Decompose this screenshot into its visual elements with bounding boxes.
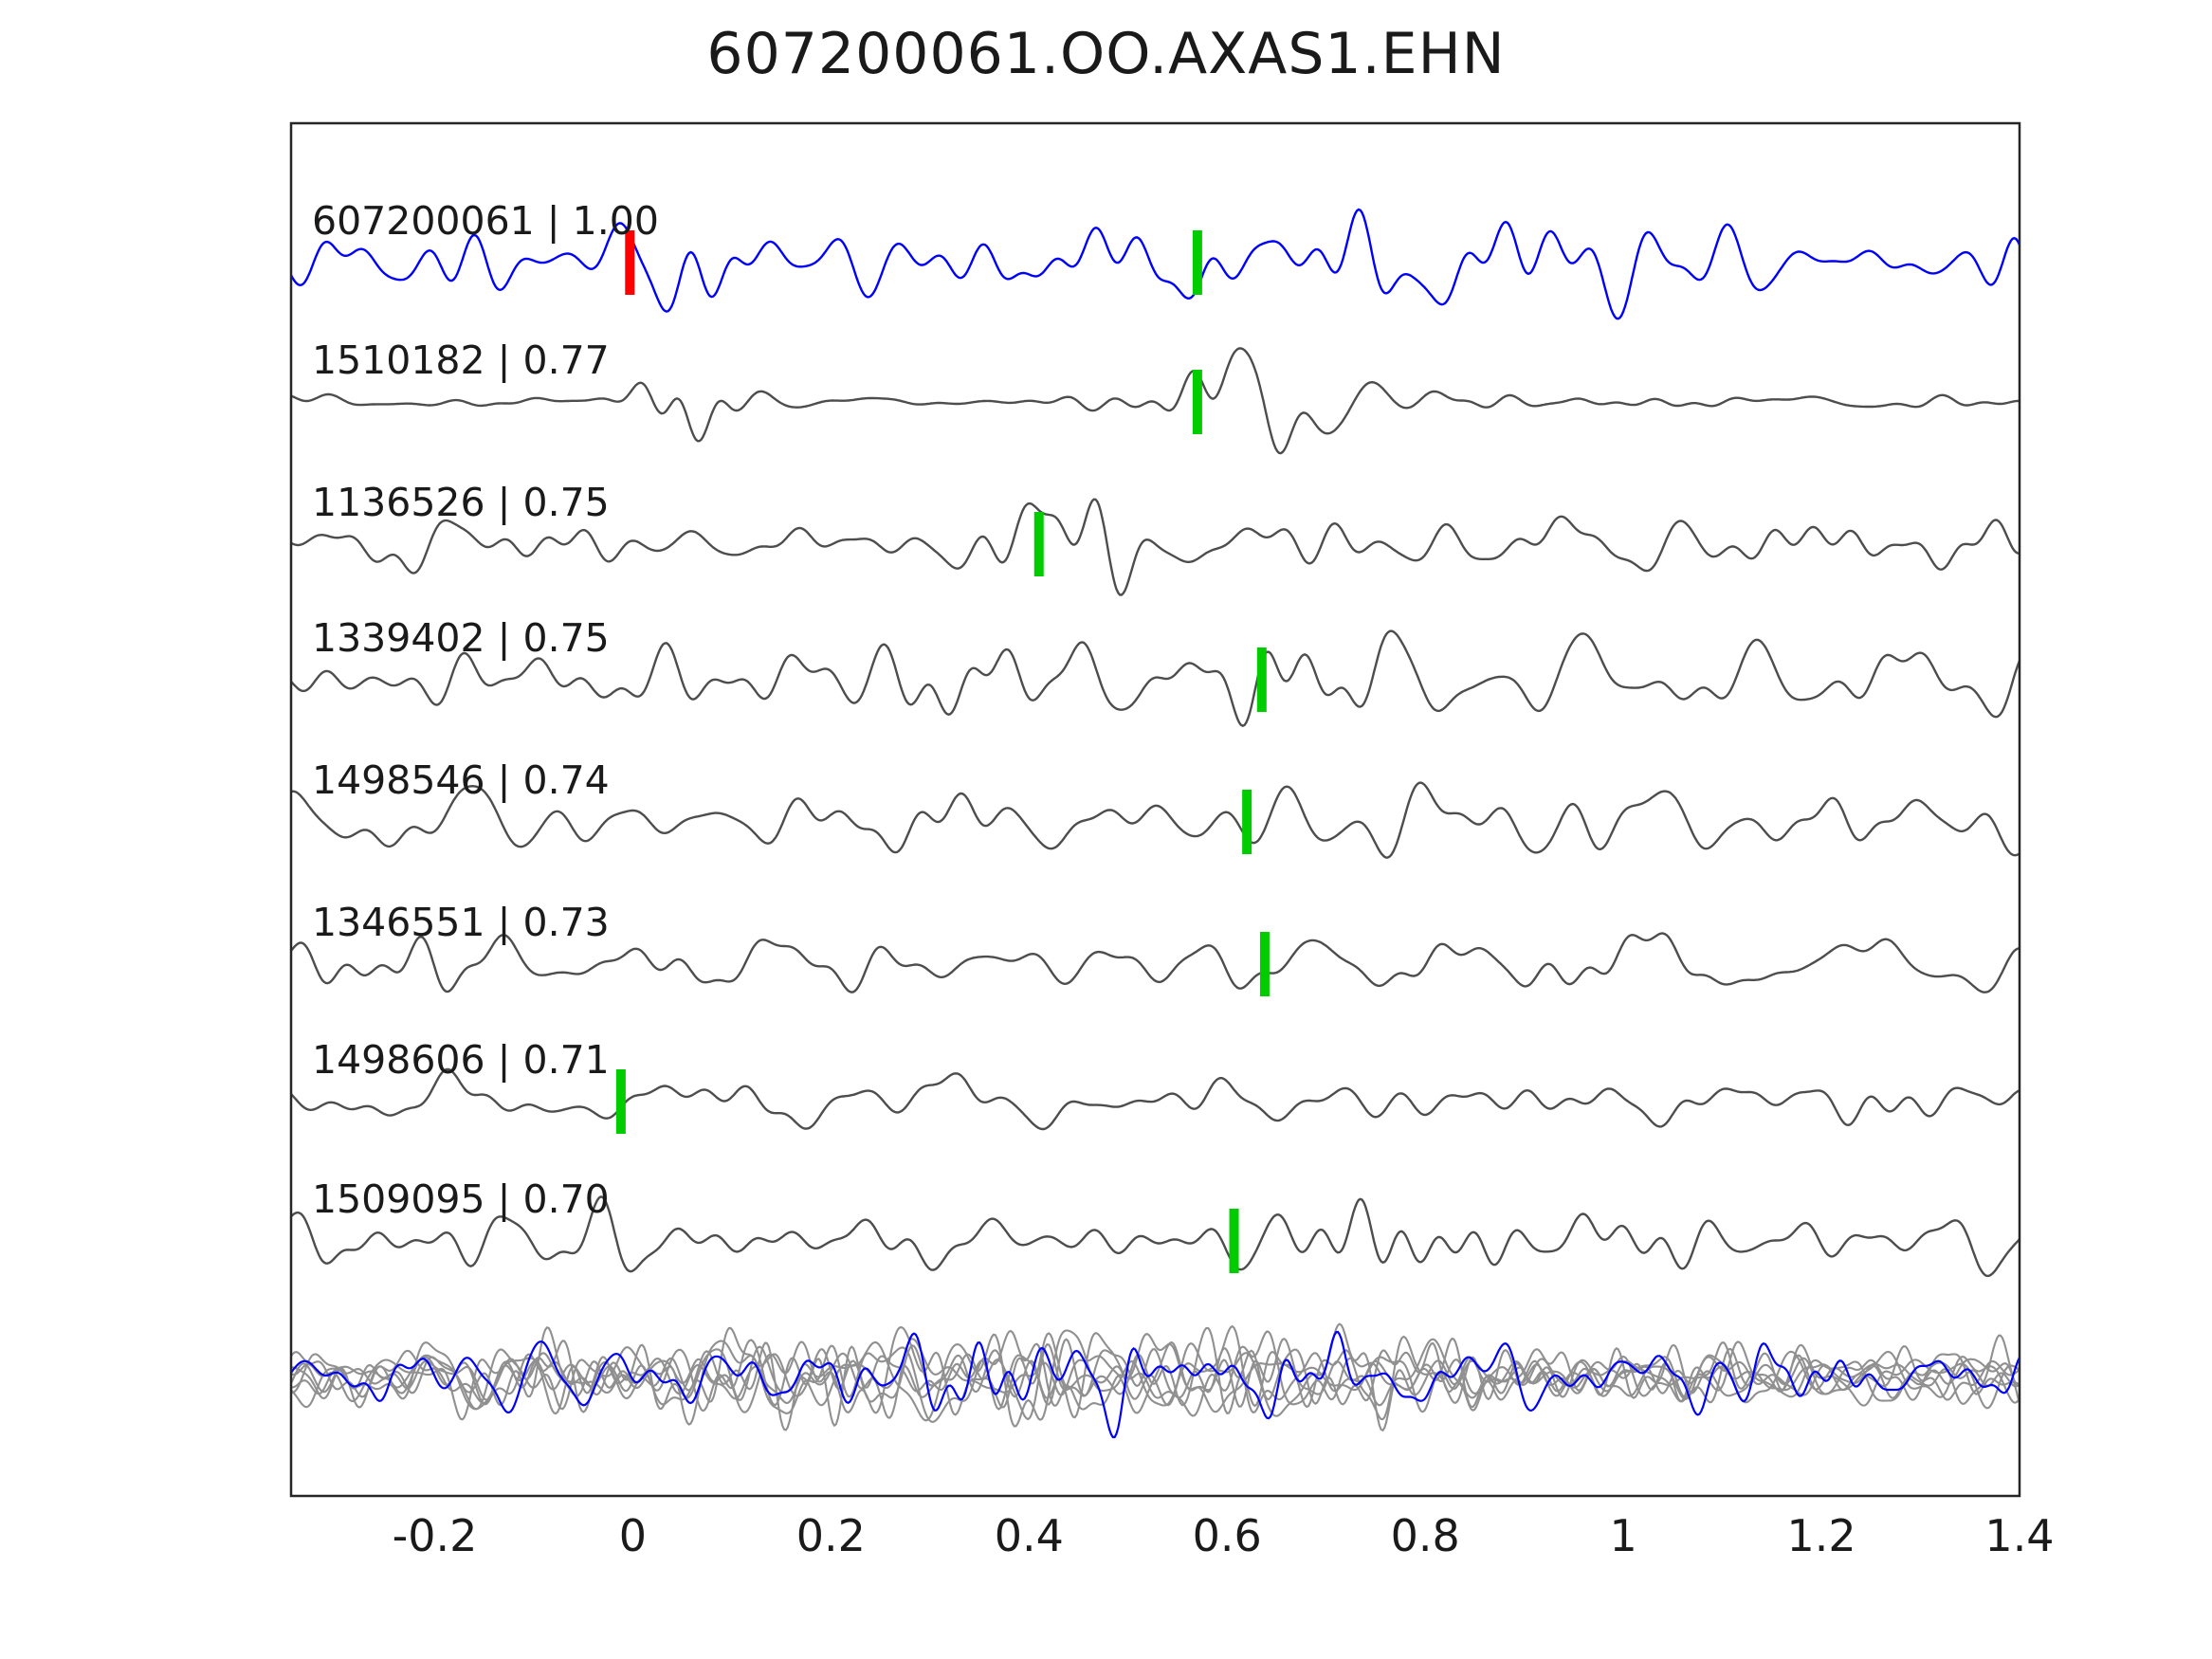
x-tick-label: 1.2 (1786, 1510, 1856, 1561)
waveform-trace-1339402 (291, 629, 2020, 728)
x-tick-label: 0.4 (995, 1510, 1064, 1561)
x-tick-label: 0.2 (796, 1510, 866, 1561)
overlay-trace (291, 1326, 2020, 1419)
chart-title: 607200061.OO.AXAS1.EHN (706, 21, 1506, 87)
waveform-trace-1136526 (291, 498, 2020, 596)
overlay-trace (291, 1330, 2020, 1421)
waveform-trace-1346551 (291, 932, 2020, 994)
trace-label: 1510182 | 0.77 (312, 337, 610, 383)
waveform-trace-1498546 (291, 781, 2020, 859)
x-tick-label: 1.4 (1984, 1510, 2054, 1561)
x-tick-label: 0 (619, 1510, 647, 1561)
plot-border (289, 121, 2021, 1498)
overlay-trace (291, 1332, 2020, 1431)
x-tick-label: 1 (1609, 1510, 1636, 1561)
overlay-highlight-trace (291, 1330, 2020, 1439)
trace-label: 1498606 | 0.71 (312, 1037, 610, 1083)
traces-group (291, 208, 2020, 1439)
trace-label: 1339402 | 0.75 (312, 615, 610, 661)
trace-label: 1498546 | 0.74 (312, 757, 610, 803)
trace-label: 1346551 | 0.73 (312, 900, 610, 945)
trace-label: 1509095 | 0.70 (312, 1176, 610, 1222)
waveform-trace-607200061 (291, 208, 2020, 320)
trace-label: 1136526 | 0.75 (312, 480, 610, 525)
waveform-trace-1510182 (291, 347, 2020, 455)
x-tick-label: 0.8 (1391, 1510, 1460, 1561)
x-tick-label: -0.2 (393, 1510, 478, 1561)
waveform-trace-1498606 (291, 1067, 2020, 1131)
x-tick-label: 0.6 (1193, 1510, 1262, 1561)
trace-label: 607200061 | 1.00 (312, 198, 659, 244)
waveform-trace-1509095 (291, 1195, 2020, 1278)
